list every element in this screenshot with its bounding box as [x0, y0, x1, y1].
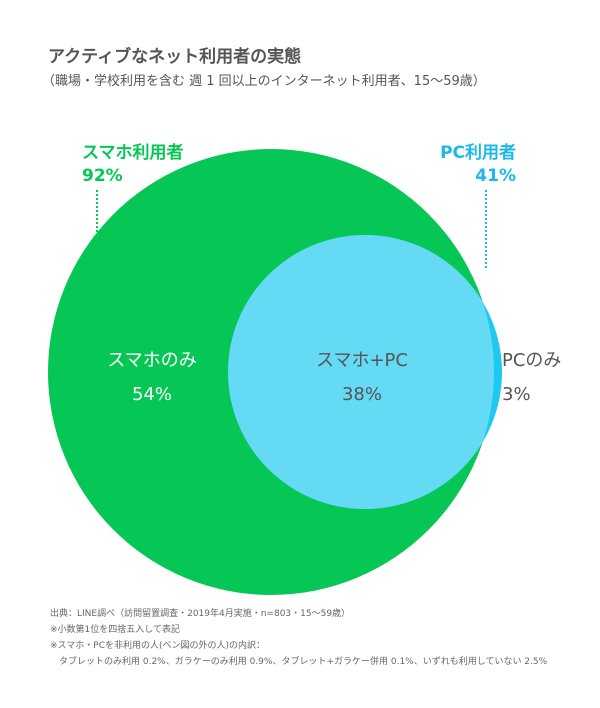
overlap-region — [228, 235, 494, 509]
footnotes: 出典：LINE調べ（訪問留置調査・2019年4月実施・n=803・15〜59歳）… — [50, 606, 547, 670]
non-user-note: ※スマホ・PCを非利用の人(ベン図の外の人)の内訳： — [50, 641, 266, 651]
smartphone-only-value: 54% — [132, 384, 172, 405]
page-subtitle: （職場・学校利用を含む 週 1 回以上のインターネット利用者、15〜59歳） — [42, 74, 486, 89]
pc-users-label: PC利用者 — [440, 142, 516, 163]
pc-users-value: 41% — [475, 166, 516, 186]
smartphone-users-label: スマホ利用者 — [82, 142, 184, 163]
non-user-breakdown: タブレットのみ利用 0.2%、ガラケーのみ利用 0.9%、タブレット+ガラケー併… — [50, 657, 548, 667]
page-title: アクティブなネット利用者の実態 — [48, 47, 302, 67]
rounding-note: ※小数第1位を四捨五入して表記 — [50, 625, 180, 635]
pc-only-label: PCのみ — [502, 350, 561, 371]
both-value: 38% — [342, 384, 382, 405]
source-note: 出典：LINE調べ（訪問留置調査・2019年4月実施・n=803・15〜59歳） — [50, 609, 351, 619]
smartphone-users-value: 92% — [82, 166, 123, 186]
pc-only-value: 3% — [502, 384, 531, 405]
both-label: スマホ+PC — [316, 350, 408, 371]
smartphone-only-label: スマホのみ — [107, 350, 196, 371]
